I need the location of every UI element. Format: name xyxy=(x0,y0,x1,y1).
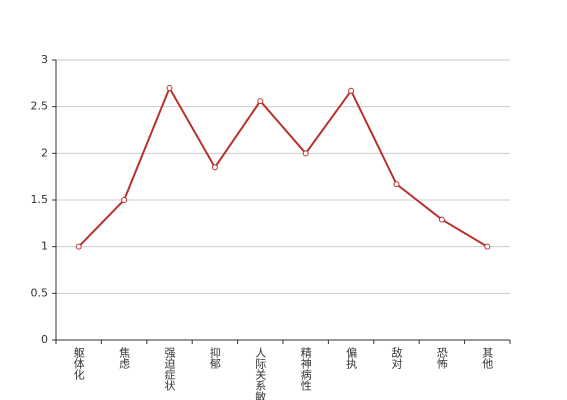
point xyxy=(484,243,491,250)
y-tick-label: 2.5 xyxy=(31,100,49,113)
point xyxy=(121,197,128,203)
x-tick-label: 精神病性 xyxy=(299,347,312,392)
x-tick-label: 偏执 xyxy=(345,346,358,370)
y-tick-label: 2 xyxy=(41,146,48,159)
x-tick-label: 恐怖 xyxy=(435,347,448,369)
point xyxy=(166,85,173,91)
x-tick-label: 其他 xyxy=(481,347,494,369)
point xyxy=(75,243,82,250)
point xyxy=(348,87,355,94)
y-tick-label: 3 xyxy=(41,53,48,66)
y-tick-label: 0 xyxy=(41,333,48,346)
point xyxy=(211,164,218,171)
x-tick-label: 躯体化 xyxy=(72,347,85,381)
y-tick-label: 1.5 xyxy=(31,193,49,206)
x-tick-label: 敌对 xyxy=(390,346,403,369)
x-tick-label: 抑郁 xyxy=(208,346,221,369)
x-tick-label: 焦虑 xyxy=(118,347,131,369)
point xyxy=(393,181,400,188)
point xyxy=(257,98,264,105)
x-tick-label: 强迫症状 xyxy=(163,347,176,391)
point xyxy=(438,216,445,223)
point xyxy=(302,150,309,157)
y-tick-label: 0.5 xyxy=(31,286,49,299)
line xyxy=(77,85,488,248)
x-tick-label: 人际关系敏感 xyxy=(254,347,267,400)
y-tick-label: 1 xyxy=(41,240,48,253)
